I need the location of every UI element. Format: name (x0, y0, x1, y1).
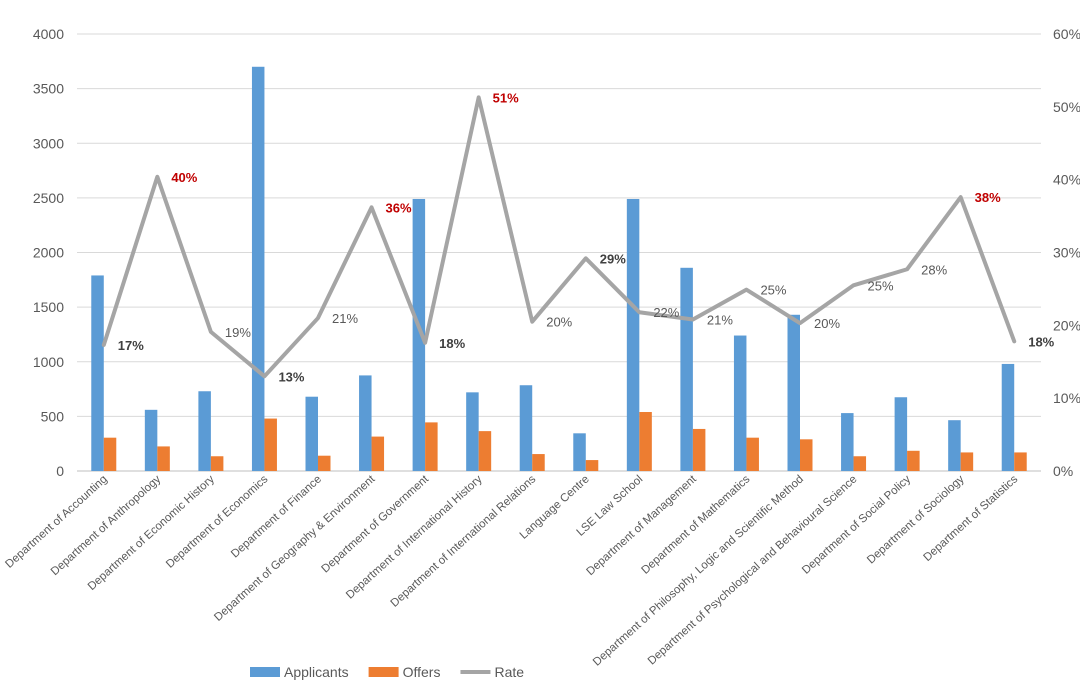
bar-series (91, 66, 1027, 472)
category-label: Department of Psychological and Behaviou… (646, 473, 860, 667)
right-tick-label: 10% (1053, 390, 1080, 406)
rate-data-label: 21% (332, 311, 358, 326)
offers-bar (103, 437, 117, 471)
rate-data-label: 20% (546, 315, 572, 330)
legend-label: Applicants (284, 664, 349, 680)
left-tick-label: 1000 (33, 354, 64, 370)
category-label: Department of Sociology (865, 473, 967, 566)
applicants-bar (466, 392, 479, 471)
rate-data-labels: 17% 40% 19% 13% 21% 36% 18% 51% 20% 29% 22% 21% 25% 2… (118, 90, 1055, 384)
left-tick-label: 3500 (33, 81, 64, 97)
category-label: Department of Finance (229, 473, 324, 560)
applicants-bar (626, 198, 640, 471)
legend: Applicants Offers Rate (250, 664, 524, 680)
category-label: Department of Social Policy (800, 473, 913, 577)
rate-data-label: 22% (653, 305, 679, 320)
offers-bar (478, 431, 492, 471)
legend-label: Rate (494, 664, 524, 680)
applicants-bar (305, 396, 318, 471)
offers-bar (210, 456, 224, 471)
applicants-bar (787, 314, 800, 471)
rate-line-series (101, 95, 1017, 379)
category-label: Department of Accounting (3, 473, 109, 570)
legend-label: Offers (403, 664, 441, 680)
offers-bar (1014, 452, 1027, 471)
offers-bar (907, 450, 920, 471)
applicants-bar (573, 433, 586, 471)
offers-bar (371, 436, 385, 471)
rate-data-label: 13% (278, 369, 304, 384)
offers-bar (532, 454, 545, 471)
applicants-bar (251, 66, 265, 472)
applicants-bar (359, 375, 372, 471)
left-tick-label: 1500 (33, 299, 64, 315)
applicants-bar (680, 267, 693, 471)
rate-data-label: 21% (707, 313, 733, 328)
applicants-bar (91, 275, 104, 471)
offers-bar (639, 412, 652, 471)
category-label: Department of Mathematics (639, 473, 752, 577)
offers-bar (960, 452, 974, 471)
legend-swatch (368, 667, 399, 677)
legend-swatch (250, 667, 280, 677)
offers-bar (425, 422, 438, 471)
applicants-bar (733, 335, 747, 471)
category-label: Department of Anthropology (49, 473, 164, 578)
rate-data-label: 28% (921, 262, 947, 277)
offers-bar (264, 418, 277, 471)
applicants-bar (412, 198, 426, 471)
left-tick-label: 3000 (33, 135, 64, 151)
rate-data-label: 25% (868, 278, 894, 293)
applicants-bar (894, 397, 908, 471)
right-tick-label: 50% (1053, 99, 1080, 115)
offers-bar (318, 455, 331, 471)
right-tick-label: 0% (1053, 463, 1073, 479)
left-y-axis: 0 500 1000 1500 2000 2500 3000 3500 4000 (33, 26, 64, 479)
right-tick-label: 60% (1053, 26, 1080, 42)
rate-data-label: 18% (1028, 334, 1054, 349)
right-tick-label: 40% (1053, 172, 1080, 188)
offers-bar (853, 456, 867, 471)
left-tick-label: 4000 (33, 26, 64, 42)
applicants-bar (948, 420, 961, 471)
applicants-bar (144, 409, 158, 471)
rate-data-label: 20% (814, 316, 840, 331)
rate-data-label: 40% (171, 170, 197, 185)
left-tick-label: 0 (56, 463, 64, 479)
rate-data-label: 25% (760, 283, 786, 298)
applicants-bar (841, 413, 854, 471)
rate-data-label: 29% (600, 251, 626, 266)
right-y-axis: 0% 10% 20% 30% 40% 50% 60% (1053, 26, 1080, 479)
category-label: Department of Economics (164, 473, 271, 571)
rate-data-label: 17% (118, 338, 144, 353)
rate-data-label: 51% (493, 90, 519, 105)
applicants-bar (519, 385, 533, 471)
category-label: Department of Management (584, 473, 699, 578)
offers-bar (585, 460, 599, 471)
offers-bar (692, 428, 706, 471)
category-label: Department of Philosophy, Logic and Scie… (591, 473, 806, 668)
left-tick-label: 2500 (33, 190, 64, 206)
rate-data-label: 19% (225, 325, 251, 340)
category-label: Department of Government (320, 473, 432, 576)
offers-bar (157, 446, 170, 471)
left-tick-label: 2000 (33, 245, 64, 261)
rate-data-label: 36% (386, 200, 412, 215)
gridlines (77, 33, 1041, 472)
offers-bar (746, 437, 759, 471)
rate-line (101, 95, 1017, 379)
rate-data-label: 18% (439, 336, 465, 351)
left-tick-label: 500 (41, 408, 65, 424)
applicants-bar (1001, 363, 1015, 471)
applicants-bar (198, 391, 211, 471)
right-tick-label: 30% (1053, 245, 1080, 261)
category-label: Department of Statistics (921, 473, 1020, 564)
right-tick-label: 20% (1053, 317, 1080, 333)
rate-data-label: 38% (975, 190, 1001, 205)
offers-bar (800, 439, 813, 471)
